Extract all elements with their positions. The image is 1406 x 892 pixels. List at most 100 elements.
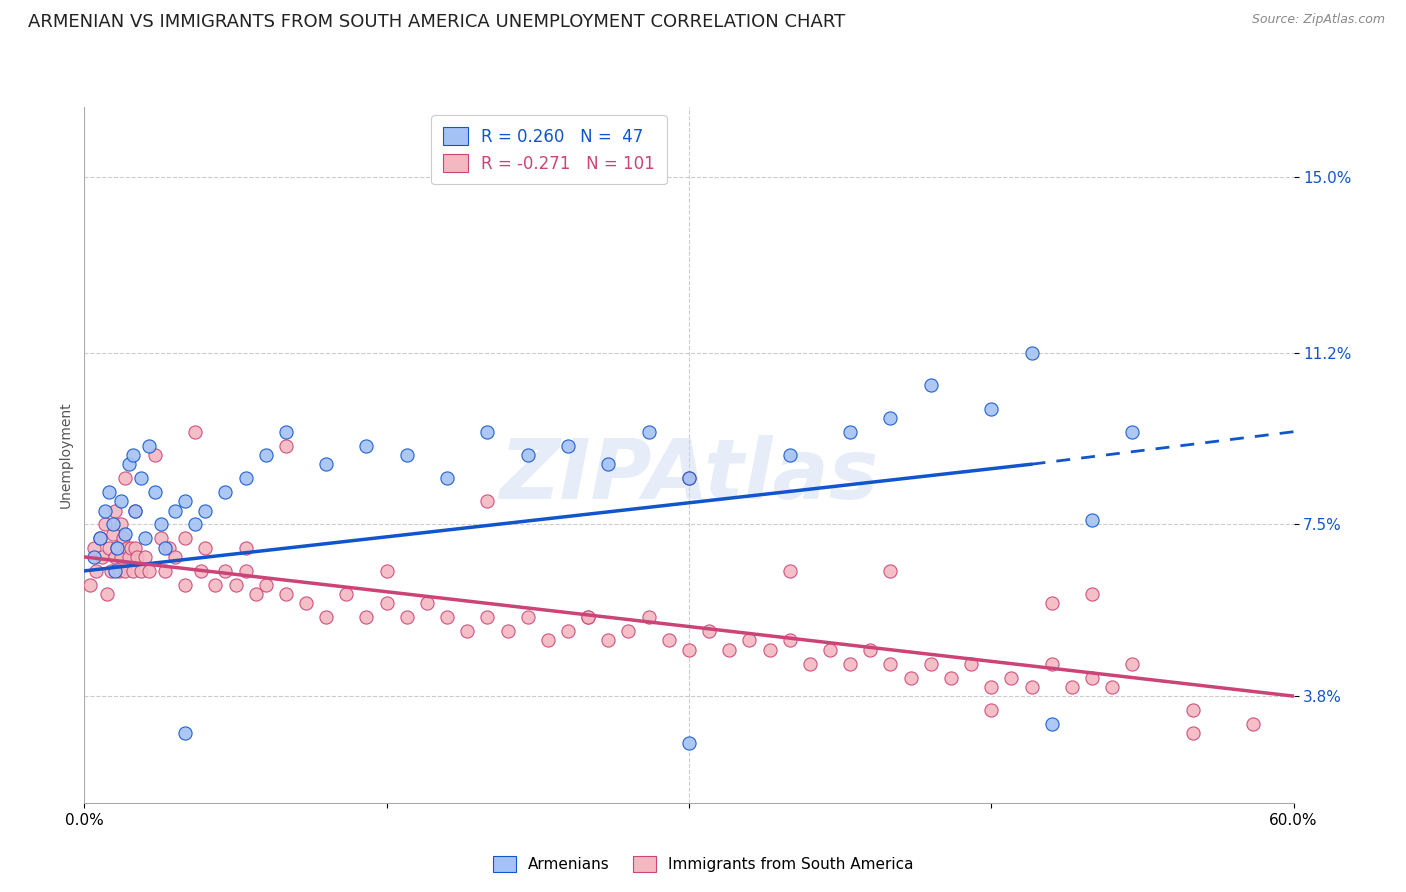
Point — [129, 564, 152, 578]
Point — [718, 642, 741, 657]
Y-axis label: Unemployment: Unemployment — [59, 401, 73, 508]
Point — [134, 549, 156, 564]
Point — [315, 610, 337, 624]
Point — [129, 471, 152, 485]
Point — [980, 703, 1002, 717]
Point — [204, 578, 226, 592]
Point — [859, 642, 882, 657]
Point — [980, 680, 1002, 694]
Point — [174, 578, 197, 592]
Point — [149, 517, 172, 532]
Point — [105, 541, 128, 555]
Point — [436, 471, 458, 485]
Point — [395, 448, 418, 462]
Legend: R = 0.260   N =  47, R = -0.271   N = 101: R = 0.260 N = 47, R = -0.271 N = 101 — [432, 115, 666, 185]
Point — [576, 610, 599, 624]
Point — [138, 439, 160, 453]
Text: ARMENIAN VS IMMIGRANTS FROM SOUTH AMERICA UNEMPLOYMENT CORRELATION CHART: ARMENIAN VS IMMIGRANTS FROM SOUTH AMERIC… — [28, 13, 845, 31]
Point — [118, 457, 141, 471]
Point — [194, 503, 217, 517]
Point — [83, 541, 105, 555]
Point — [839, 657, 862, 671]
Point — [190, 564, 212, 578]
Point — [879, 564, 901, 578]
Point — [174, 532, 197, 546]
Point — [118, 549, 141, 564]
Point — [1101, 680, 1123, 694]
Text: ZIPAtlas: ZIPAtlas — [499, 435, 879, 516]
Point — [153, 541, 176, 555]
Point — [121, 564, 143, 578]
Point — [1000, 671, 1022, 685]
Point — [124, 503, 146, 517]
Point — [779, 633, 801, 648]
Point — [114, 526, 136, 541]
Point — [799, 657, 821, 671]
Point — [939, 671, 962, 685]
Point — [1121, 425, 1143, 439]
Point — [637, 425, 659, 439]
Point — [174, 494, 197, 508]
Point — [86, 564, 108, 578]
Point — [274, 425, 297, 439]
Point — [1081, 587, 1104, 601]
Point — [115, 541, 138, 555]
Point — [900, 671, 922, 685]
Point — [1081, 671, 1104, 685]
Point — [658, 633, 681, 648]
Point — [149, 532, 172, 546]
Point — [678, 735, 700, 749]
Point — [818, 642, 841, 657]
Point — [79, 578, 101, 592]
Point — [153, 564, 176, 578]
Point — [1040, 657, 1063, 671]
Point — [697, 624, 720, 639]
Point — [121, 448, 143, 462]
Point — [576, 610, 599, 624]
Point — [165, 549, 187, 564]
Point — [779, 564, 801, 578]
Point — [125, 549, 148, 564]
Point — [1121, 657, 1143, 671]
Point — [274, 439, 297, 453]
Point — [1241, 717, 1264, 731]
Point — [738, 633, 761, 648]
Point — [184, 517, 207, 532]
Point — [678, 471, 700, 485]
Point — [110, 517, 132, 532]
Point — [980, 401, 1002, 416]
Point — [111, 532, 134, 546]
Point — [598, 457, 620, 471]
Point — [1021, 346, 1043, 360]
Point — [194, 541, 217, 555]
Point — [779, 448, 801, 462]
Point — [124, 541, 146, 555]
Point — [1040, 717, 1063, 731]
Point — [1060, 680, 1083, 694]
Point — [617, 624, 640, 639]
Point — [235, 541, 257, 555]
Point — [920, 378, 942, 392]
Point — [89, 532, 111, 546]
Point — [274, 587, 297, 601]
Point — [104, 549, 127, 564]
Point — [598, 633, 620, 648]
Point — [93, 517, 115, 532]
Point — [235, 564, 257, 578]
Point — [375, 596, 398, 610]
Point — [920, 657, 942, 671]
Point — [477, 494, 499, 508]
Point — [235, 471, 257, 485]
Point — [101, 526, 124, 541]
Point — [456, 624, 478, 639]
Point — [375, 564, 398, 578]
Point — [356, 610, 378, 624]
Point — [315, 457, 337, 471]
Point — [83, 549, 105, 564]
Point — [100, 564, 122, 578]
Point — [143, 485, 166, 500]
Point — [174, 726, 197, 740]
Text: Source: ZipAtlas.com: Source: ZipAtlas.com — [1251, 13, 1385, 27]
Point — [1181, 703, 1204, 717]
Point — [225, 578, 247, 592]
